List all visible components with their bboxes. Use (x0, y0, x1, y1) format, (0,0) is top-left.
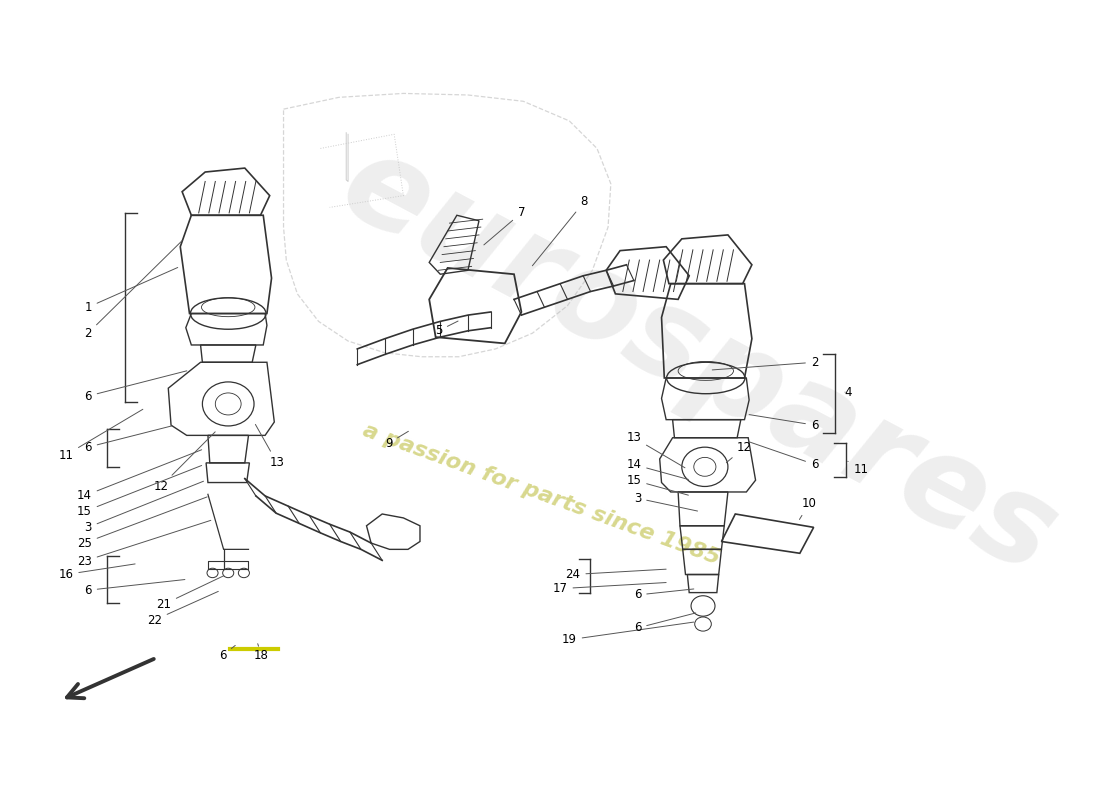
Text: 15: 15 (77, 466, 201, 518)
Text: 3: 3 (634, 492, 697, 511)
Text: 1: 1 (85, 267, 178, 314)
Text: 16: 16 (58, 564, 135, 581)
Text: 6: 6 (749, 442, 818, 471)
Text: 13: 13 (626, 431, 685, 468)
Text: 6: 6 (219, 646, 235, 662)
Text: 19: 19 (562, 622, 694, 646)
Text: 15: 15 (626, 474, 689, 495)
Text: 6: 6 (85, 426, 172, 454)
Text: 2: 2 (712, 356, 818, 370)
Text: 23: 23 (77, 520, 211, 568)
Text: 6: 6 (85, 371, 187, 402)
Text: 8: 8 (532, 195, 587, 266)
Text: 2: 2 (85, 241, 182, 340)
Text: 6: 6 (634, 613, 695, 634)
Text: 17: 17 (552, 582, 667, 595)
Text: 14: 14 (77, 450, 201, 502)
Text: 24: 24 (565, 568, 667, 581)
Text: 11: 11 (58, 410, 143, 462)
Text: 13: 13 (255, 425, 285, 470)
Text: 18: 18 (254, 644, 268, 662)
Text: 6: 6 (85, 579, 185, 597)
Text: 21: 21 (156, 576, 224, 611)
Text: 9: 9 (385, 431, 408, 450)
Text: 12: 12 (153, 432, 216, 493)
Text: 7: 7 (484, 206, 525, 245)
Text: 14: 14 (626, 458, 689, 479)
Text: 3: 3 (85, 482, 204, 534)
Text: 6: 6 (634, 589, 694, 602)
Text: 12: 12 (726, 441, 752, 462)
Text: a passion for parts since 1985: a passion for parts since 1985 (361, 420, 723, 569)
Text: 22: 22 (146, 591, 218, 626)
Text: 11: 11 (848, 462, 868, 476)
Text: 25: 25 (77, 497, 207, 550)
Text: 10: 10 (800, 498, 816, 519)
Text: 4: 4 (844, 386, 851, 398)
Text: 5: 5 (434, 321, 458, 338)
Text: eurospares: eurospares (321, 122, 1076, 600)
Text: 6: 6 (749, 414, 818, 432)
